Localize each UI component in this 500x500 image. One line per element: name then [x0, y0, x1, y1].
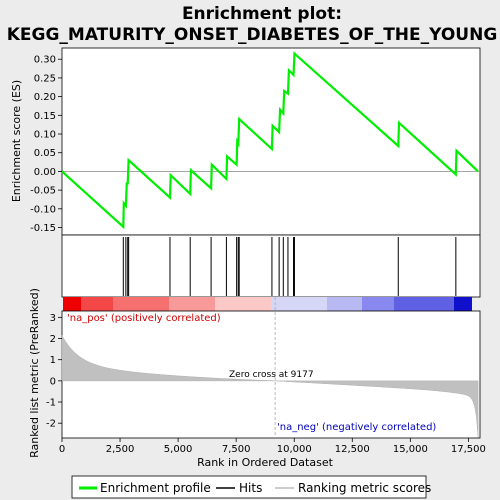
es-y-tick-label: 0.25: [34, 73, 56, 84]
annotation-zero-cross: Zero cross at 9177: [229, 370, 314, 380]
es-y-tick-label: 0.05: [34, 148, 56, 159]
x-tick-label: 0: [59, 444, 65, 455]
band-segment-blue-2: [327, 297, 362, 311]
hit-lines: [122, 237, 457, 296]
x-tick-label: 15,000: [393, 444, 428, 455]
chart-title-line1: Enrichment plot:: [182, 4, 342, 24]
es-y-tick-label: 0.00: [34, 167, 56, 178]
band-segment-red-3: [113, 297, 169, 311]
es-panel: -0.15 -0.10 -0.05 0.00 0.05 0.10 0.15 0.20 0.25 0…: [10, 47, 481, 236]
hits-panel-frame: [61, 234, 481, 298]
legend-label-hits: Hits: [239, 481, 262, 495]
rank-colour-band: [63, 297, 472, 311]
metric-y-tick-label: -2: [46, 419, 56, 430]
es-y-tick-label: -0.05: [30, 186, 56, 197]
es-y-tick-label: 0.10: [34, 130, 56, 141]
x-tick-label: 2,500: [106, 444, 135, 455]
es-panel-frame: [61, 47, 481, 236]
metric-y-ticks: 3 2 1 0 -1 -2: [46, 313, 62, 430]
band-segment-blue-4: [394, 297, 454, 311]
band-segment-blue-1: [271, 297, 327, 311]
x-tick-label: 10,000: [277, 444, 312, 455]
x-tick-label: 12,500: [335, 444, 370, 455]
x-tick-label: 17,500: [451, 444, 486, 455]
es-y-axis-label: Enrichment score (ES): [10, 80, 23, 202]
legend-frame: [71, 475, 427, 499]
x-axis-label: Rank in Ordered Dataset: [197, 456, 334, 469]
metric-y-tick-label: 1: [50, 355, 56, 366]
hits-panel: [61, 234, 481, 298]
legend-label-metric: Ranking metric scores: [298, 481, 431, 495]
band-segment-red-5: [215, 297, 271, 311]
es-y-tick-label: 0.15: [34, 111, 56, 122]
metric-y-tick-label: -1: [46, 398, 56, 409]
metric-y-tick-label: 0: [50, 376, 56, 387]
annotation-positive: 'na_pos' (positively correlated): [67, 313, 221, 324]
metric-y-tick-label: 2: [50, 334, 56, 345]
es-y-ticks: -0.15 -0.10 -0.05 0.00 0.05 0.10 0.15 0.20 0.25 0…: [30, 55, 62, 234]
band-segment-red-2: [81, 297, 113, 311]
metric-panel: 3 2 1 0 -1 -2 'na_pos' (positively correlated…: [28, 288, 481, 458]
es-y-tick-label: 0.30: [34, 55, 56, 66]
band-segment-red-1: [63, 297, 81, 311]
band-segment-blue-5: [454, 297, 472, 311]
es-y-tick-label: 0.20: [34, 92, 56, 103]
enrichment-profile-line: [61, 51, 479, 230]
x-tick-label: 5,000: [164, 444, 193, 455]
legend-label-profile: Enrichment profile: [100, 481, 211, 495]
legend: Enrichment profile Hits Ranking metric s…: [71, 475, 431, 499]
chart-title-line2: KEGG_MATURITY_ONSET_DIABETES_OF_THE_YOUN…: [7, 25, 498, 45]
band-segment-blue-3: [362, 297, 394, 311]
x-axis-ticks: 0 2,500 5,000 7,500 10,000 12,500 15,000 17,500: [59, 438, 486, 455]
es-y-tick-label: -0.15: [30, 223, 56, 234]
ranking-metric-area: [61, 335, 479, 438]
es-y-tick-label: -0.10: [30, 204, 56, 215]
metric-y-axis-label: Ranked list metric (PreRanked): [28, 288, 41, 458]
x-tick-label: 7,500: [222, 444, 251, 455]
metric-y-tick-label: 3: [50, 313, 56, 324]
band-segment-red-4: [169, 297, 215, 311]
annotation-negative: 'na_neg' (negatively correlated): [277, 422, 436, 433]
